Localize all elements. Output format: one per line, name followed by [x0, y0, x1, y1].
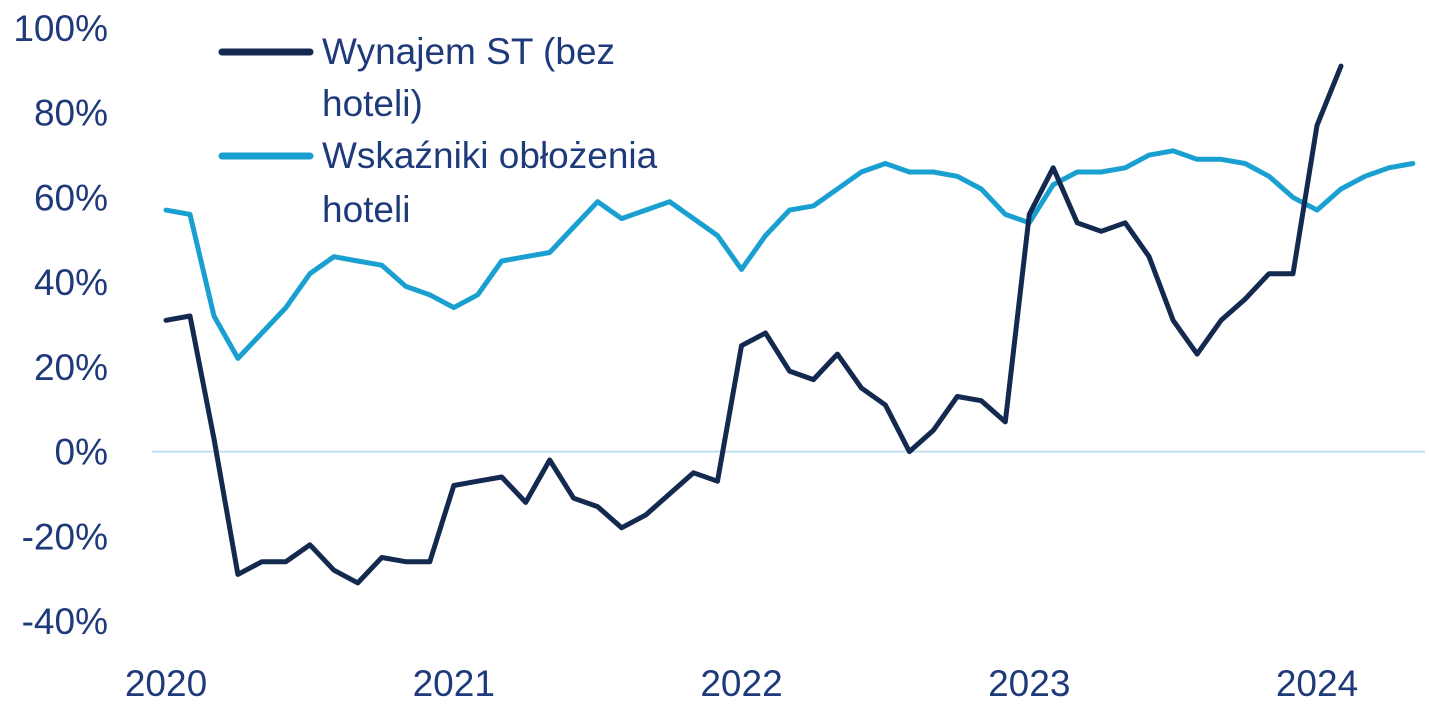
legend-label-0: Wynajem ST (bez — [322, 31, 615, 72]
y-tick-label: 100% — [13, 8, 108, 49]
y-tick-label: 0% — [55, 432, 108, 473]
y-axis: 100% 80% 60% 40% 20% 0% -20% -40% — [13, 8, 108, 642]
series-line-0 — [163, 63, 1344, 586]
y-tick-label: 60% — [34, 177, 108, 218]
legend-label-1: hoteli — [322, 189, 410, 230]
legend-label-0: hoteli) — [322, 83, 423, 124]
y-tick-label: 40% — [34, 262, 108, 303]
legend-label-1: Wskaźniki obłożenia — [322, 135, 658, 176]
x-tick-label: 2024 — [1276, 663, 1358, 704]
x-tick-label: 2020 — [125, 663, 207, 704]
series-line-1 — [163, 148, 1416, 361]
legend: Wynajem ST (bez hoteli) Wskaźniki obłożeni… — [218, 31, 658, 230]
x-tick-label: 2021 — [413, 663, 495, 704]
y-tick-label: 20% — [34, 347, 108, 388]
y-tick-label: -20% — [22, 516, 108, 557]
y-tick-label: -40% — [22, 601, 108, 642]
x-axis: 2020 2021 2022 2023 2024 — [125, 663, 1358, 704]
y-tick-label: 80% — [34, 93, 108, 134]
x-tick-label: 2022 — [700, 663, 782, 704]
x-tick-label: 2023 — [988, 663, 1070, 704]
series-layer — [163, 63, 1416, 586]
